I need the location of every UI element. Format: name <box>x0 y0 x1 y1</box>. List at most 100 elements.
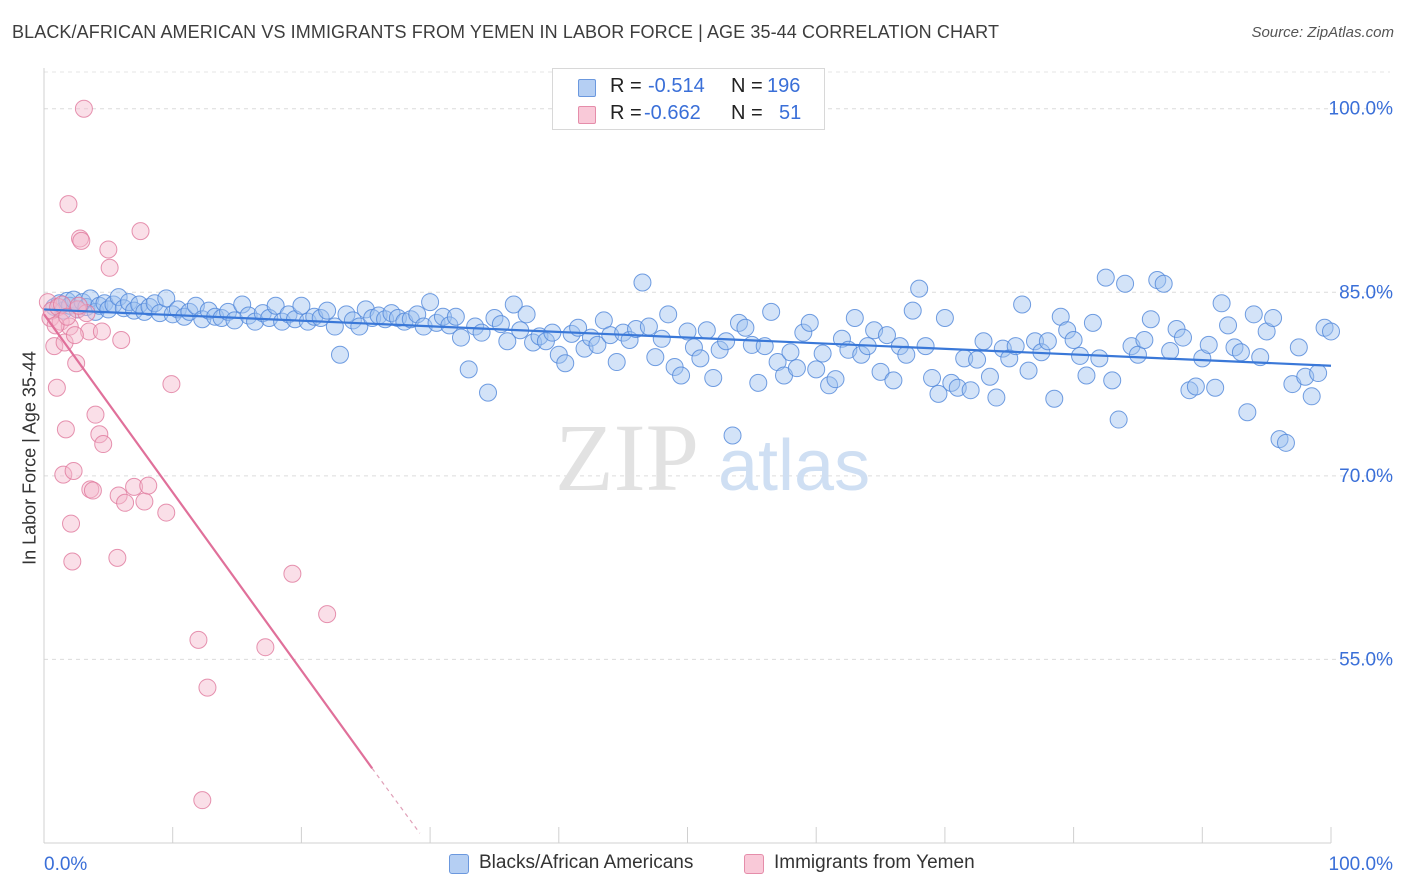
point-blacks <box>813 344 832 363</box>
point-blacks <box>800 313 819 332</box>
point-blacks <box>1025 332 1044 351</box>
point-yemen <box>112 331 131 350</box>
point-blacks <box>646 348 665 367</box>
point-blacks <box>472 323 491 342</box>
axes <box>43 68 1332 844</box>
legend-swatch-blue <box>578 79 596 97</box>
point-blacks <box>1109 410 1128 429</box>
point-blacks <box>678 322 697 341</box>
point-yemen <box>100 258 119 277</box>
legend-r-value: -0.662 <box>644 102 701 124</box>
point-blacks <box>781 343 800 362</box>
legend-r-value: -0.514 <box>648 75 705 97</box>
point-blacks <box>1116 274 1135 293</box>
legend-n-label: N = <box>731 75 763 97</box>
point-blacks <box>794 323 813 342</box>
point-blacks <box>1276 433 1295 452</box>
point-blacks <box>1045 389 1064 408</box>
point-yemen <box>99 240 118 259</box>
point-blacks <box>787 359 806 378</box>
legend-n-value: 51 <box>779 102 802 124</box>
point-yemen <box>62 514 81 533</box>
point-blacks <box>1231 343 1250 362</box>
point-blacks <box>974 332 993 351</box>
point-yemen <box>193 791 212 810</box>
point-blacks <box>762 302 781 321</box>
point-blacks <box>961 381 980 400</box>
bottom-legend-label: Blacks/African Americans <box>479 852 694 873</box>
point-blacks <box>1289 338 1308 357</box>
point-blacks <box>916 337 935 356</box>
point-blacks <box>1090 349 1109 368</box>
point-blacks <box>987 388 1006 407</box>
point-yemen <box>109 486 128 505</box>
trend-line-blacks <box>43 308 1332 367</box>
point-blacks <box>717 332 736 351</box>
point-blacks <box>652 329 671 348</box>
point-yemen <box>283 564 302 583</box>
x-tick-label-min: 0.0% <box>44 854 87 875</box>
point-blacks <box>1212 294 1231 313</box>
point-blacks <box>1154 274 1173 293</box>
point-blacks <box>1077 366 1096 385</box>
point-blacks <box>140 297 159 316</box>
point-blacks <box>639 317 658 336</box>
legend-row-blacks: R = -0.514 N = 196 <box>553 73 824 101</box>
point-yemen <box>80 322 99 341</box>
point-blacks <box>980 367 999 386</box>
point-blacks <box>1019 361 1038 380</box>
point-blacks <box>1199 335 1218 354</box>
point-blacks <box>145 294 164 313</box>
point-yemen <box>116 493 135 512</box>
point-yemen <box>157 503 176 522</box>
point-blacks <box>225 311 244 330</box>
point-yemen <box>131 222 150 241</box>
point-yemen <box>47 378 66 397</box>
series-blacks-points <box>45 268 1340 452</box>
point-blacks <box>659 305 678 324</box>
legend-row-yemen: R = -0.662 N = 51 <box>553 100 824 128</box>
point-blacks <box>1135 331 1154 350</box>
point-blacks <box>517 305 536 324</box>
point-blacks <box>697 321 716 340</box>
point-blacks <box>81 289 100 308</box>
y-tick-label: 100.0% <box>1329 99 1394 120</box>
x-tick-labels: 0.0% 100.0% <box>44 854 1393 875</box>
point-blacks <box>723 426 742 445</box>
point-blacks <box>292 296 311 315</box>
legend: R = -0.514 N = 196 R = -0.662 N = 51 <box>552 68 825 130</box>
point-blacks <box>1219 316 1238 335</box>
point-blacks <box>1238 403 1257 422</box>
point-yemen <box>45 337 64 356</box>
point-blacks <box>498 332 517 351</box>
point-blacks <box>233 295 252 314</box>
point-blacks <box>1038 332 1057 351</box>
point-blacks <box>1096 268 1115 287</box>
point-blacks <box>672 366 691 385</box>
point-blacks <box>633 273 652 292</box>
trend-lines <box>43 308 1332 834</box>
point-yemen <box>56 420 75 439</box>
point-yemen <box>63 552 82 571</box>
bottom-legend-swatch-pink <box>744 854 764 874</box>
point-blacks <box>1103 371 1122 390</box>
point-blacks <box>451 328 470 347</box>
point-blacks <box>903 301 922 320</box>
chart-source: Source: ZipAtlas.com <box>1251 24 1394 41</box>
point-yemen <box>58 307 77 326</box>
point-blacks <box>556 354 575 373</box>
point-blacks <box>1013 295 1032 314</box>
point-blacks <box>1141 310 1160 329</box>
point-yemen <box>72 231 91 250</box>
point-blacks <box>897 345 916 364</box>
point-yemen <box>198 678 217 697</box>
point-yemen <box>256 638 275 657</box>
point-blacks <box>1322 322 1340 341</box>
point-blacks <box>736 318 755 337</box>
point-blacks <box>1264 308 1283 327</box>
point-blacks <box>704 368 723 387</box>
bottom-legend-swatch-blue <box>449 854 469 874</box>
point-blacks <box>1244 305 1263 324</box>
point-blacks <box>318 301 337 320</box>
